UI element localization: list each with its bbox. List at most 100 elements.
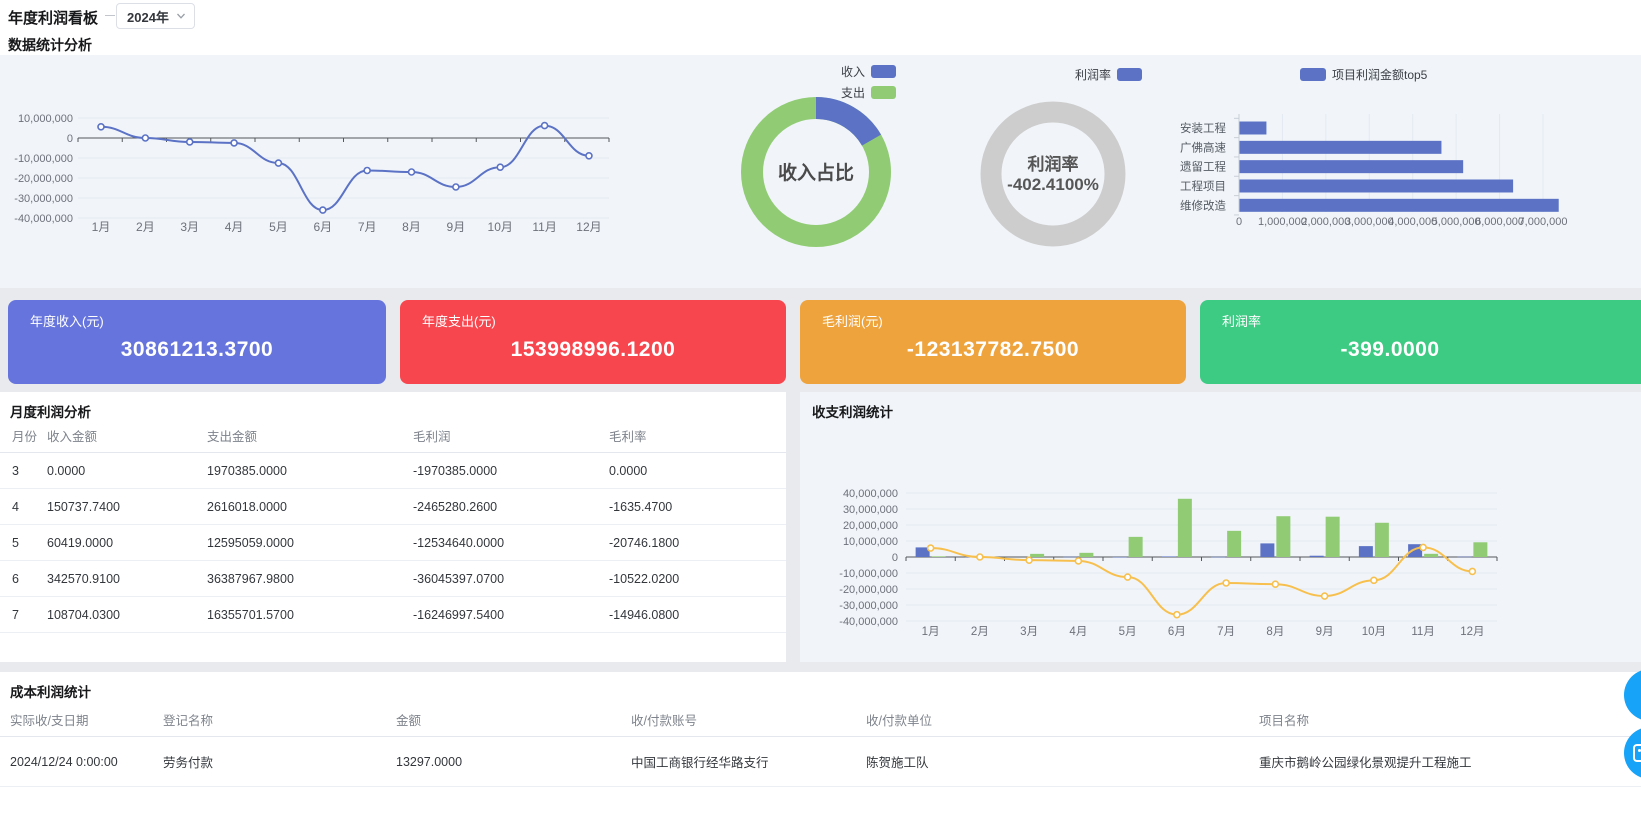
svg-text:-40,000,000: -40,000,000: [839, 616, 898, 628]
legend-item-income[interactable]: 收入: [840, 64, 896, 79]
column-header: 毛利润: [412, 418, 608, 453]
legend-swatch: [871, 64, 896, 78]
kpi-label: 毛利润(元): [822, 314, 883, 329]
svg-text:2月: 2月: [971, 626, 989, 638]
year-select-value: 2024年: [127, 9, 169, 25]
legend-label: 收入: [840, 64, 865, 79]
svg-text:10月: 10月: [488, 220, 513, 234]
table-cell: 3: [0, 452, 46, 489]
profit-rate-legend[interactable]: 利润率: [1075, 67, 1143, 82]
monthly-profit-panel: 月度利润分析 月份 收入金额 支出金额 毛利润 毛利率 3 0.0000 1970385.0…: [0, 392, 786, 662]
svg-text:3,000,000: 3,000,000: [1345, 216, 1394, 228]
table-cell: 0.0000: [46, 452, 206, 489]
svg-text:-20,000,000: -20,000,000: [839, 584, 898, 596]
top5-legend[interactable]: 项目利润金额top5: [1300, 67, 1427, 82]
table-cell: -16246997.5400: [412, 596, 608, 633]
table-cell: 陈贺施工队: [865, 736, 1258, 787]
income-expense-panel: 收支利润统计: [800, 392, 1641, 662]
svg-text:工程项目: 工程项目: [1180, 180, 1226, 193]
svg-text:7月: 7月: [358, 220, 377, 234]
kpi-label: 年度支出(元): [422, 314, 496, 329]
svg-text:安装工程: 安装工程: [1180, 121, 1226, 135]
table-cell: 4: [0, 488, 46, 525]
table-cell: 342570.9100: [46, 560, 206, 597]
table-cell: 0.0000: [608, 452, 786, 489]
legend-item-expense[interactable]: 支出: [841, 85, 896, 100]
table-cell: 150737.7400: [46, 488, 206, 525]
monthly-profit-line-chart[interactable]: 10,000,000 0 -10,000,000 -20,000,000 -30,000…: [0, 55, 650, 288]
table-cell: 108704.0300: [46, 596, 206, 633]
svg-text:20,000,000: 20,000,000: [843, 520, 898, 532]
table-cell: 2024/12/24 0:00:00: [0, 736, 162, 787]
table-row: 4 150737.7400 2616018.0000 -2465280.2600 -16…: [0, 488, 786, 525]
svg-text:-30,000,000: -30,000,000: [14, 193, 73, 205]
svg-text:6月: 6月: [313, 220, 332, 234]
kpi-value: -399.0000: [1340, 338, 1440, 361]
svg-text:10,000,000: 10,000,000: [843, 536, 898, 548]
svg-text:-10,000,000: -10,000,000: [839, 568, 898, 580]
kpi-band: 年度收入(元) 30861213.3700 年度支出(元) 153998996.…: [0, 288, 1641, 392]
svg-text:9月: 9月: [447, 220, 466, 234]
svg-text:-402.4100%: -402.4100%: [1007, 175, 1099, 194]
table-cell: 劳务付款: [162, 736, 395, 787]
svg-text:遗留工程: 遗留工程: [1180, 160, 1226, 174]
legend-swatch: [1300, 67, 1326, 81]
svg-text:11月: 11月: [1411, 626, 1434, 638]
kpi-card-expense: 年度支出(元) 153998996.1200: [400, 300, 786, 384]
svg-text:-10,000,000: -10,000,000: [14, 153, 73, 165]
kpi-label: 年度收入(元): [30, 314, 104, 329]
table-cell: 7: [0, 596, 46, 633]
svg-text:5,000,000: 5,000,000: [1432, 216, 1481, 228]
section-title-combo: 收支利润统计: [812, 405, 893, 420]
table-cell: 13297.0000: [395, 736, 630, 787]
svg-text:8月: 8月: [402, 220, 421, 234]
table-cell: -1635.4700: [608, 488, 786, 525]
svg-text:6月: 6月: [1168, 626, 1186, 638]
svg-text:7,000,000: 7,000,000: [1519, 216, 1568, 228]
svg-text:5月: 5月: [1119, 626, 1137, 638]
svg-text:9月: 9月: [1316, 626, 1334, 638]
title-divider: [105, 15, 115, 16]
table-cell: 1970385.0000: [206, 452, 412, 489]
svg-text:4月: 4月: [225, 220, 244, 234]
svg-text:维修改造: 维修改造: [1180, 198, 1226, 212]
table-cell: -14946.0800: [608, 596, 786, 633]
table-cell: -20746.1800: [608, 524, 786, 561]
page-title: 年度利润看板: [8, 10, 99, 27]
float-action-button[interactable]: [1624, 669, 1641, 721]
kpi-card-profit-rate: 利润率 -399.0000: [1200, 300, 1641, 384]
table-row: 7 108704.0300 16355701.5700 -16246997.5400-…: [0, 596, 786, 633]
chevron-down-icon: [177, 13, 185, 19]
svg-text:30,000,000: 30,000,000: [843, 504, 898, 516]
robot-assistant-button[interactable]: [1624, 727, 1641, 779]
cost-profit-panel: 成本利润统计 实际收/支日期 登记名称 金额 收/付款账号 收/付款单位 项目名称 202…: [0, 672, 1641, 821]
kpi-value: -123137782.7500: [906, 338, 1080, 361]
income-share-donut-chart[interactable]: 收入占比: [728, 84, 904, 260]
svg-text:3月: 3月: [1020, 626, 1038, 638]
year-select[interactable]: 2024年: [116, 3, 195, 29]
table-row: 3 0.0000 1970385.0000 -1970385.0000 0.0000: [0, 452, 786, 489]
svg-text:6,000,000: 6,000,000: [1475, 216, 1524, 228]
kpi-value: 153998996.1200: [510, 338, 676, 361]
cost-profit-table: 实际收/支日期 登记名称 金额 收/付款账号 收/付款单位 项目名称 2024/12/24…: [0, 702, 1641, 787]
income-share-legend: 收入 支出: [770, 64, 896, 100]
project-profit-top5-chart[interactable]: 0 1,000,0002,000,0003,000,0004,000,0005,0…: [1180, 88, 1620, 233]
table-header-row: 月份 收入金额 支出金额 毛利润 毛利率: [0, 418, 786, 453]
section-title-cost: 成本利润统计: [10, 685, 91, 700]
table-cell: 36387967.9800: [206, 560, 412, 597]
svg-text:-20,000,000: -20,000,000: [14, 173, 73, 185]
kpi-label: 利润率: [1222, 314, 1262, 329]
column-header: 项目名称: [1258, 702, 1641, 737]
table-cell: -12534640.0000: [412, 524, 608, 561]
column-header: 收入金额: [46, 418, 206, 453]
profit-rate-donut-chart[interactable]: 利润率-402.4100%: [965, 86, 1141, 262]
table-header-row: 实际收/支日期 登记名称 金额 收/付款账号 收/付款单位 项目名称: [0, 702, 1641, 737]
kpi-card-gross-profit: 毛利润(元) -123137782.7500: [800, 300, 1186, 384]
legend-swatch: [871, 85, 896, 99]
svg-text:4月: 4月: [1069, 626, 1087, 638]
table-cell: 5: [0, 524, 46, 561]
income-expense-profit-chart[interactable]: 40,000,000 30,000,000 20,000,000 10,000,000…: [800, 400, 1641, 662]
kpi-value: 30861213.3700: [120, 338, 274, 361]
section-title-stats: 数据统计分析: [8, 37, 92, 53]
svg-text:-40,000,000: -40,000,000: [14, 213, 73, 225]
